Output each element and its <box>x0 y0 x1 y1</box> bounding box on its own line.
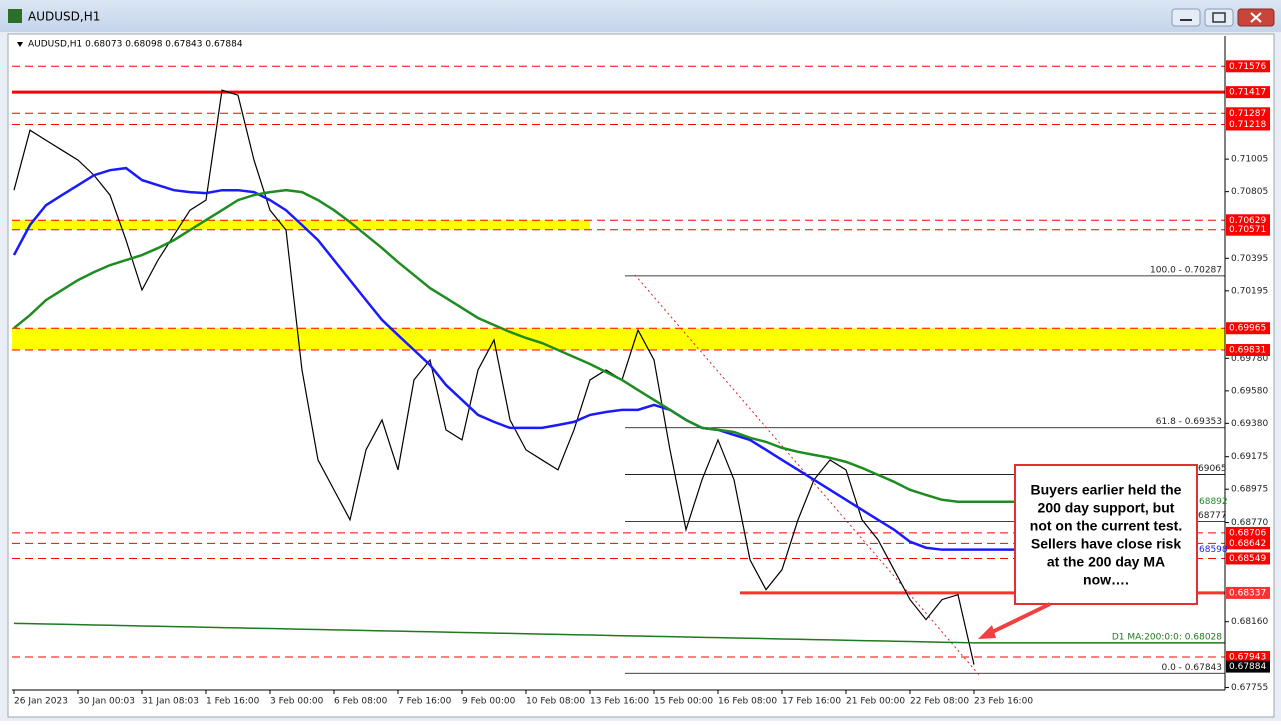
level-label: 0.69965 <box>1229 324 1266 334</box>
annotation-box <box>1014 464 1198 605</box>
level-tag <box>1226 118 1270 131</box>
y-tick-label: 0.68975 <box>1231 485 1268 495</box>
x-tick-label: 21 Feb 00:00 <box>846 697 905 707</box>
y-tick-label: 0.70195 <box>1231 286 1268 296</box>
x-tick-label: 13 Feb 16:00 <box>590 697 649 707</box>
level-label: 0.71417 <box>1229 88 1266 98</box>
annotation-line: 200 day support, but <box>1038 500 1175 516</box>
y-tick-label: 0.69580 <box>1231 386 1268 396</box>
level-tag <box>1226 586 1270 599</box>
y-tick-label: 0.70805 <box>1231 187 1268 197</box>
x-tick-label: 17 Feb 16:00 <box>782 697 841 707</box>
annotation-arrow <box>987 602 1051 636</box>
level-label: 0.71218 <box>1229 120 1266 130</box>
x-tick-label: 15 Feb 00:00 <box>654 697 713 707</box>
window-title: AUDUSD,H1 <box>28 10 100 24</box>
level-label: 0.69831 <box>1229 346 1266 356</box>
x-tick-label: 31 Jan 08:03 <box>142 697 199 707</box>
title-bar <box>0 0 1281 32</box>
support-band <box>12 328 1225 351</box>
arrow-head <box>978 625 996 639</box>
level-label: 0.67884 <box>1229 662 1266 672</box>
y-tick-label: 0.68160 <box>1231 617 1268 627</box>
annotation-line: at the 200 day MA <box>1047 554 1165 570</box>
x-tick-label: 6 Feb 08:00 <box>334 697 388 707</box>
x-tick-label: 23 Feb 16:00 <box>974 697 1033 707</box>
series-line <box>12 166 974 551</box>
y-tick-label: 0.69780 <box>1231 354 1268 364</box>
y-tick-label: 0.67755 <box>1231 683 1268 693</box>
level-tag <box>1226 60 1270 73</box>
window-buttons <box>1171 8 1275 27</box>
collapse-arrow <box>17 42 23 47</box>
x-tick-label: 3 Feb 00:00 <box>270 697 324 707</box>
annotation-line: Buyers earlier held the <box>1031 482 1182 498</box>
series-name: D1 MA:200:0:0: 0.68028 <box>1112 632 1222 642</box>
x-tick-label: 26 Jan 2023 <box>14 697 68 707</box>
y-tick-label: 0.69380 <box>1231 419 1268 429</box>
level-tag <box>1226 552 1270 565</box>
series-line <box>13 188 974 503</box>
axis-labels: 0.71005 0.70805 0.70395 0.70195 0.69780 0.695… <box>13 60 1270 707</box>
series-line <box>13 622 975 644</box>
level-label: 0.67943 <box>1229 652 1266 662</box>
level-tag <box>1226 650 1270 663</box>
y-tick-label: 0.71005 <box>1231 155 1268 165</box>
level-label: 0.68706 <box>1229 528 1266 538</box>
level-tag <box>1226 214 1270 227</box>
level-label: 0.68549 <box>1229 554 1266 564</box>
level-tag <box>1226 322 1270 335</box>
annotation-line: not on the current test. <box>1030 518 1182 534</box>
annotation-line: Sellers have close risk <box>1031 536 1181 552</box>
x-tick-label: 7 Feb 16:00 <box>398 697 452 707</box>
y-tick-label: 0.68770 <box>1231 518 1268 528</box>
level-label: 0.70629 <box>1229 216 1266 226</box>
level-tag <box>1226 526 1270 539</box>
chart-header: AUDUSD,H1 0.68073 0.68098 0.67843 0.6788… <box>28 40 243 50</box>
fib-label: 69065 <box>1198 464 1227 474</box>
window-icon <box>8 9 22 23</box>
y-tick-label: 0.69175 <box>1231 452 1268 462</box>
x-tick-label: 1 Feb 16:00 <box>206 697 260 707</box>
level-label: 0.68642 <box>1229 539 1266 549</box>
levels <box>12 65 1225 674</box>
fib-trendline <box>634 274 981 677</box>
ma-end-label: 68892 <box>1199 497 1228 507</box>
level-tag <box>1226 537 1270 550</box>
x-tick-label: 10 Feb 08:00 <box>526 697 585 707</box>
x-tick-label: 30 Jan 00:03 <box>78 697 135 707</box>
ma-end-label: 68598 <box>1199 545 1228 555</box>
level-tag <box>1226 107 1270 120</box>
fib-label: 61.8 - 0.69353 <box>1156 417 1222 427</box>
maximize-button[interactable] <box>1204 8 1234 27</box>
level-label: 0.71287 <box>1229 109 1266 119</box>
minimize-button[interactable] <box>1171 8 1201 27</box>
fib-label: 0.0 - 0.67843 <box>1162 663 1223 673</box>
level-tag <box>1226 344 1270 357</box>
x-tick-label: 22 Feb 08:00 <box>910 697 969 707</box>
x-tick-label: 9 Feb 00:00 <box>462 697 516 707</box>
annotation: Buyers earlier held the 200 day support, … <box>1030 482 1182 588</box>
level-label: 0.70571 <box>1229 225 1266 235</box>
y-tick-label: 0.70395 <box>1231 254 1268 264</box>
chart-panel <box>7 33 1275 718</box>
x-tick-label: 16 Feb 08:00 <box>718 697 777 707</box>
level-label: 0.71576 <box>1229 62 1266 72</box>
fib-label: 100.0 - 0.70287 <box>1150 265 1222 275</box>
fib-label: 68777 <box>1198 511 1227 521</box>
annotation-line: now…. <box>1083 572 1129 588</box>
level-label: 0.68337 <box>1229 588 1266 598</box>
level-tag <box>1226 223 1270 236</box>
level-tag <box>1226 86 1270 99</box>
level-tag <box>1226 660 1270 673</box>
